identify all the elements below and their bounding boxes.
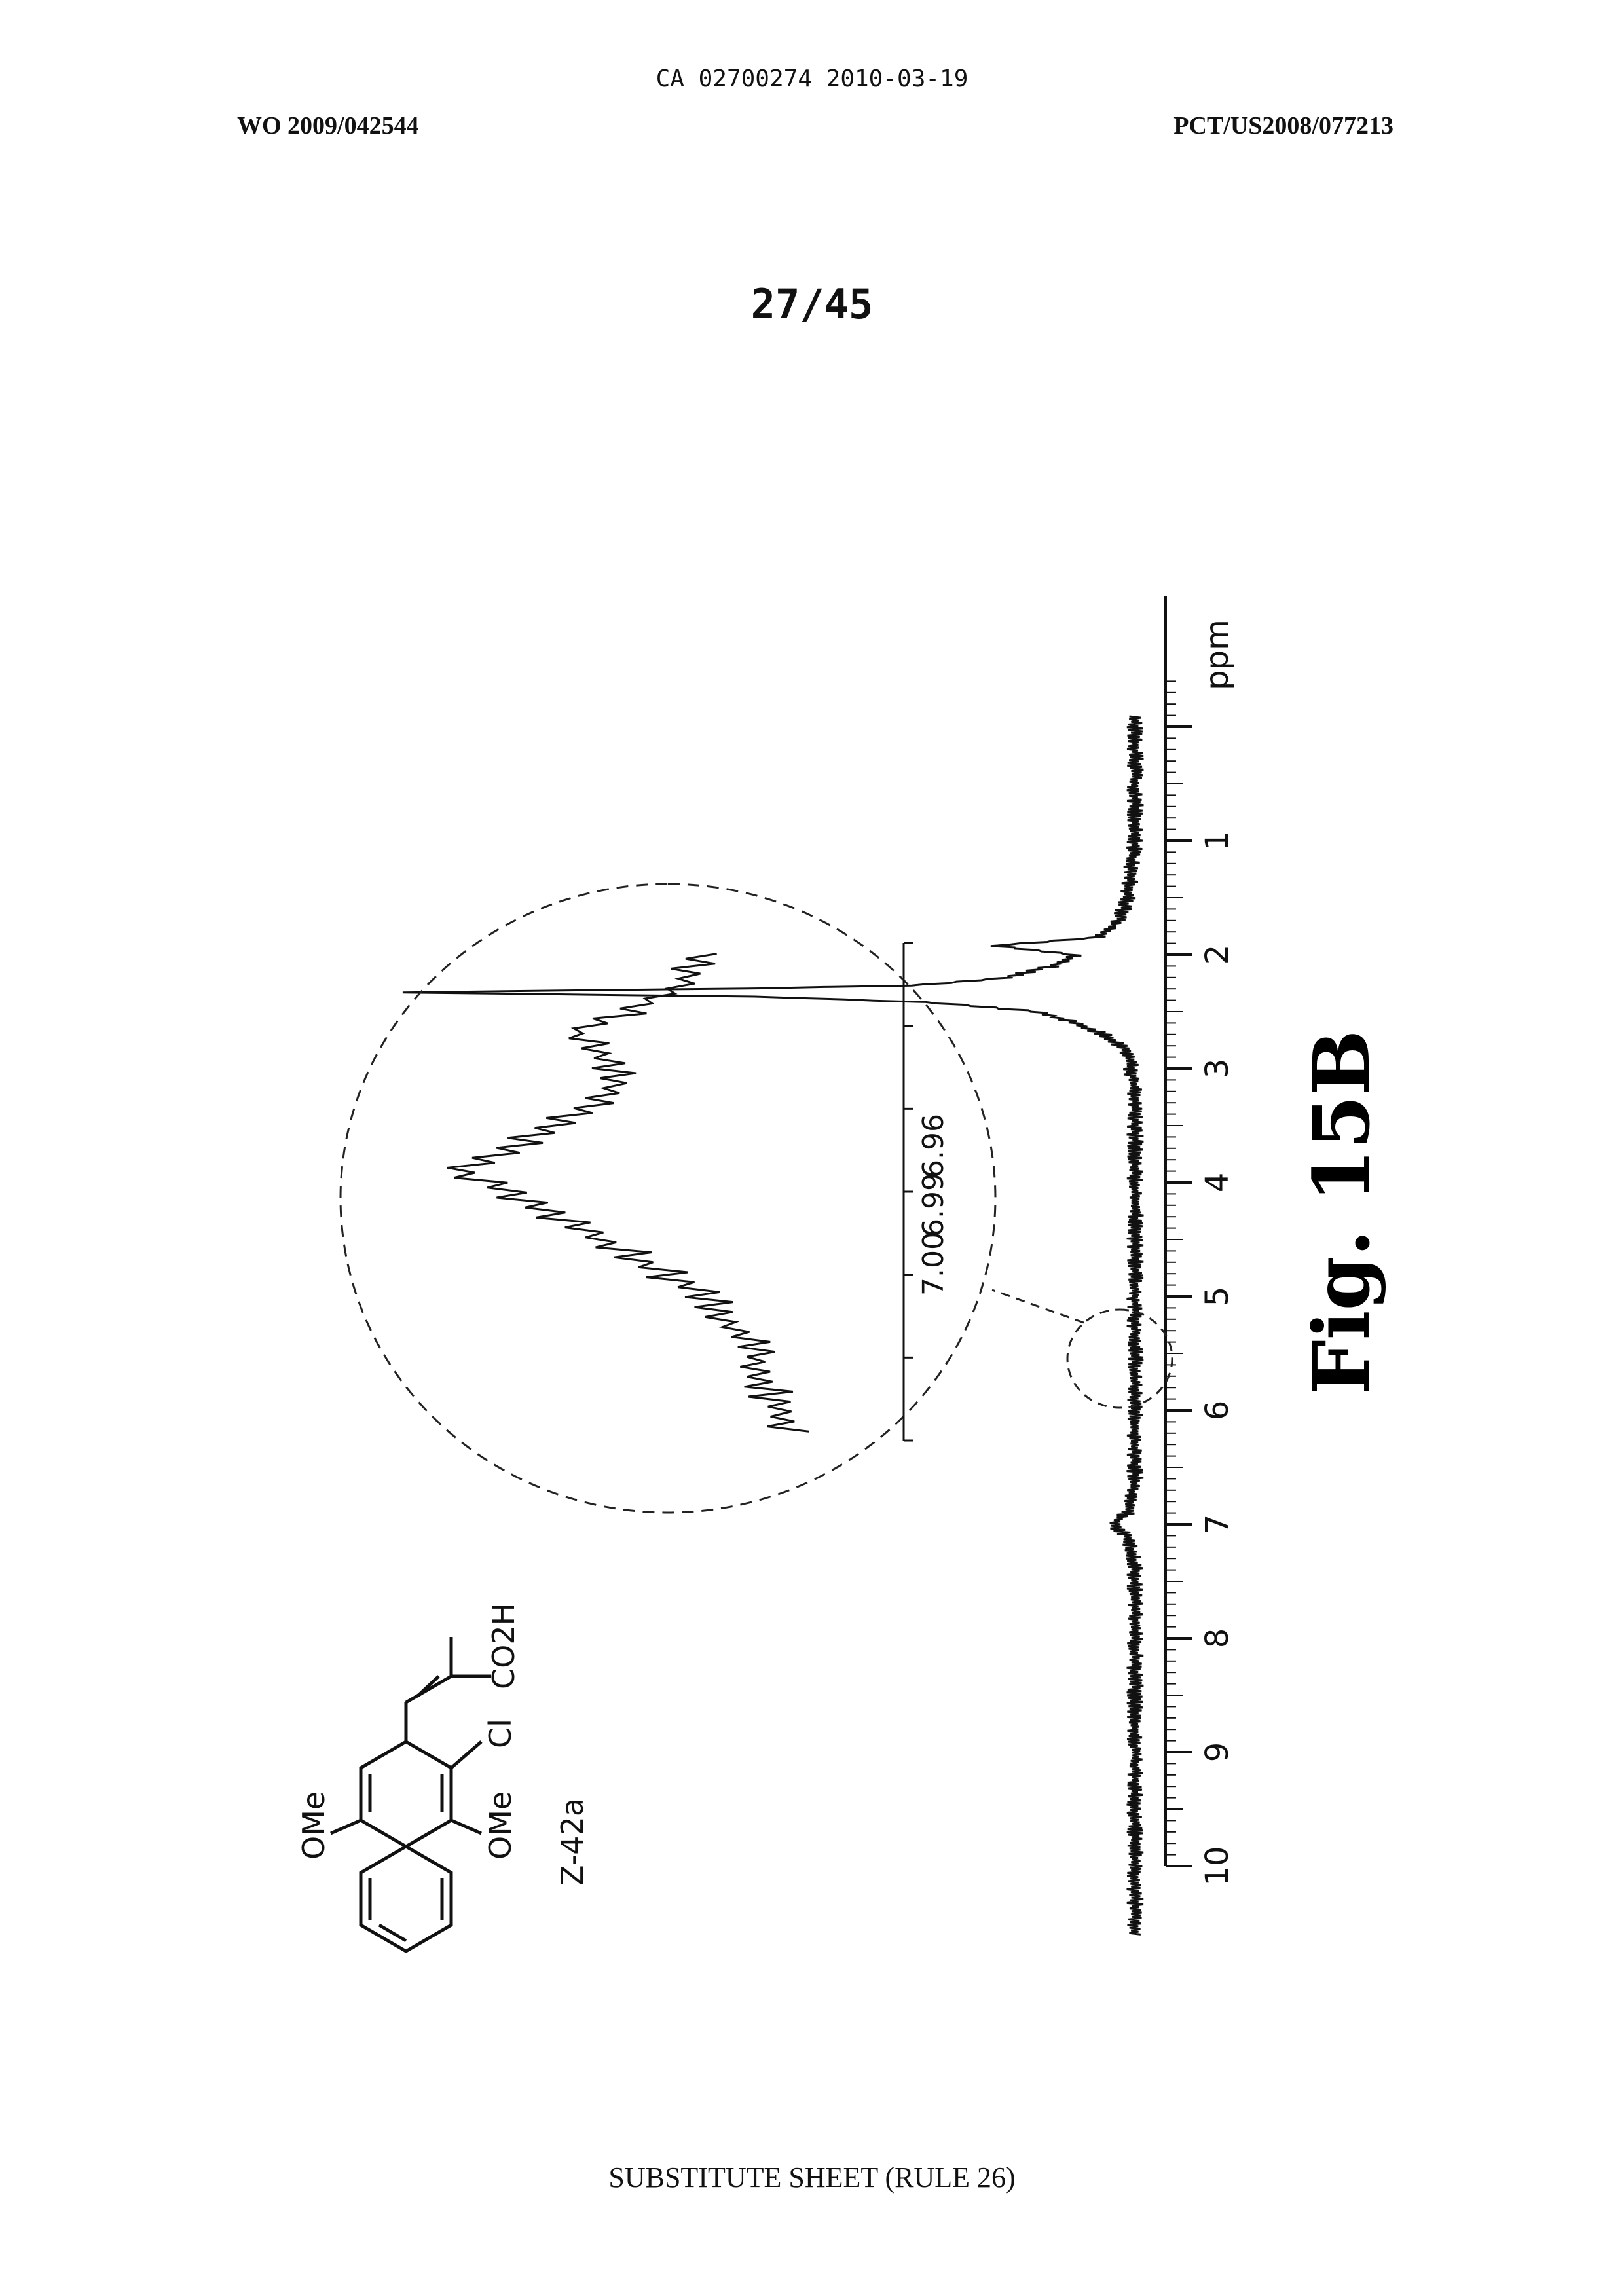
ppm-tick-label: 10 bbox=[1199, 1846, 1236, 1886]
zoom-marker-circle bbox=[1067, 1310, 1172, 1408]
ppm-tick-label: 4 bbox=[1199, 1173, 1236, 1193]
compound-label: Z-42a bbox=[555, 1798, 590, 1886]
inset-tick-label: 6.96 bbox=[917, 1114, 950, 1178]
ppm-tick-label: 8 bbox=[1199, 1628, 1236, 1649]
spectrum-trace bbox=[403, 716, 1144, 1934]
acid-label: CO2H bbox=[486, 1603, 521, 1689]
inset-trace bbox=[447, 954, 809, 1432]
inset-circle bbox=[341, 884, 995, 1513]
ppm-tick-label: 7 bbox=[1199, 1515, 1236, 1535]
inset-tick-label: 7.00 bbox=[917, 1232, 950, 1296]
ome-bottom-label: OMe bbox=[483, 1791, 518, 1860]
benzo-ring bbox=[361, 1846, 451, 1951]
ppm-tick-label: 5 bbox=[1199, 1287, 1236, 1307]
ome-top-label: OMe bbox=[296, 1791, 331, 1860]
substituted-ring bbox=[361, 1742, 451, 1846]
inset-tick-label: 6.99 bbox=[917, 1173, 950, 1237]
ppm-tick-label: 2 bbox=[1199, 945, 1236, 965]
ppm-tick-label: 6 bbox=[1199, 1401, 1236, 1421]
chemical-structure-z42a bbox=[331, 1637, 491, 1951]
ppm-axis-ticks: 10 9 8 7 6 5 4 3 2 1 ppm bbox=[1166, 619, 1236, 1886]
inset-axis-ticks: 7.006.996.96 bbox=[904, 943, 950, 1441]
spectrum-line bbox=[403, 716, 1144, 1934]
zoom-connector-line bbox=[992, 1290, 1084, 1323]
chlorine-label: Cl bbox=[483, 1719, 518, 1748]
nmr-spectrum-plot: 10 9 8 7 6 5 4 3 2 1 ppm 7.006.996.96 bbox=[341, 596, 1236, 1934]
ppm-tick-label: 9 bbox=[1199, 1742, 1236, 1763]
ppm-tick-label: ppm bbox=[1199, 619, 1236, 690]
figure-caption: Fig. 15B bbox=[1296, 1030, 1387, 1395]
inset-spectrum-line bbox=[447, 954, 809, 1432]
substitute-sheet-footer: SUBSTITUTE SHEET (RULE 26) bbox=[0, 2161, 1624, 2194]
ppm-tick-label: 1 bbox=[1199, 831, 1236, 851]
ppm-tick-label: 3 bbox=[1199, 1059, 1236, 1079]
